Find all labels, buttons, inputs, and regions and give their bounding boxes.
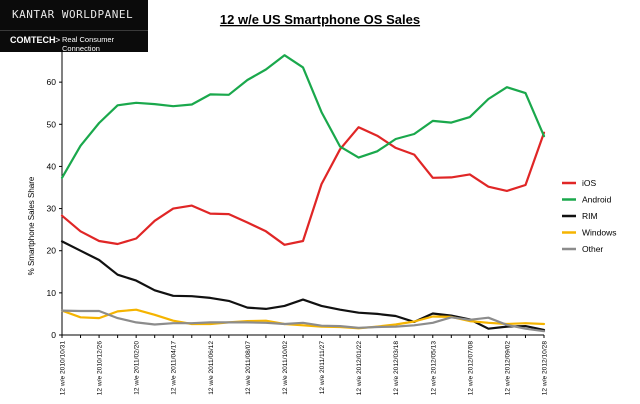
chart-title: 12 w/e US Smartphone OS Sales <box>220 12 420 27</box>
y-tick-label: 60 <box>47 77 57 87</box>
legend-label-ios: iOS <box>582 178 597 188</box>
x-tick-label: 12 w/e 2011/08/07 <box>245 341 252 395</box>
x-tick-label: 12 w/e 2011/11/27 <box>319 341 326 395</box>
series-layer <box>60 54 546 333</box>
x-tick-label: 12 w/e 2011/02/20 <box>134 341 141 395</box>
x-tick-label: 12 w/e 2010/12/26 <box>97 341 104 396</box>
y-tick-label: 20 <box>47 246 57 256</box>
series-line-other <box>60 309 546 333</box>
x-tick-label: 12 w/e 2012/01/22 <box>356 341 363 396</box>
legend-label-windows: Windows <box>582 228 616 238</box>
logo-brand-bar: COMTECH > Real Consumer Connection <box>0 31 148 53</box>
logo-wordmark-bar: KANTAR WORLDPANEL <box>0 0 148 31</box>
x-tick-label: 12 w/e 2012/05/13 <box>430 341 437 396</box>
logo-separator: > <box>55 35 61 45</box>
y-tick-label: 50 <box>47 119 57 129</box>
series-line-android <box>60 54 546 179</box>
legend-label-other: Other <box>582 244 603 254</box>
legend: iOS Android RIM Windows Other <box>562 178 616 254</box>
y-axis-label: % Smartphone Sales Share <box>27 176 36 275</box>
axes: 0 10 20 30 40 50 60 12 w/e 2010/10/31 12 w/e 201… <box>47 40 549 395</box>
logo-brand: COMTECH <box>10 35 56 45</box>
y-tick-label: 40 <box>47 161 57 171</box>
x-tick-label: 12 w/e 2011/10/02 <box>282 341 289 395</box>
series-line-rim <box>60 240 546 331</box>
y-tick-label: 10 <box>47 288 57 298</box>
x-tick-label: 12 w/e 2012/09/02 <box>504 341 511 396</box>
logo-wordmark: KANTAR WORLDPANEL <box>12 8 134 21</box>
series-line-ios <box>60 126 546 246</box>
legend-label-rim: RIM <box>582 211 598 221</box>
y-tick-label: 30 <box>47 204 57 214</box>
x-tick-label: 12 w/e 2011/04/17 <box>171 341 178 395</box>
y-tick-label: 0 <box>51 330 56 340</box>
x-tick-label: 12 w/e 2010/10/31 <box>60 341 67 396</box>
logo-tagline: Real Consumer Connection <box>62 35 115 53</box>
x-tick-label: 12 w/e 2012/07/08 <box>467 341 474 396</box>
x-tick-label: 12 w/e 2012/10/28 <box>542 341 549 396</box>
legend-label-android: Android <box>582 195 612 205</box>
kantar-comtech-logo: KANTAR WORLDPANEL COMTECH > Real Consume… <box>0 0 148 53</box>
x-tick-label: 12 w/e 2011/06/12 <box>208 341 215 395</box>
x-tick-label: 12 w/e 2012/03/18 <box>393 341 400 396</box>
